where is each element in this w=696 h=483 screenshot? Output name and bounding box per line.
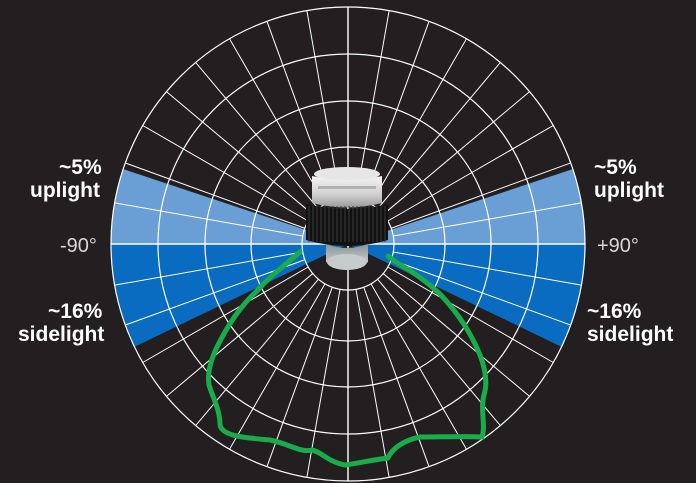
grid-spoke (114, 202, 303, 237)
grid-spoke (355, 289, 390, 478)
grid-spoke (195, 62, 319, 210)
grid-spoke (387, 125, 554, 222)
sidelight-word-right: sidelight (587, 323, 674, 346)
sidelight-zone-right (348, 244, 585, 361)
grid-spoke (166, 273, 314, 397)
grid-spoke (393, 202, 582, 237)
uplight-word-right: uplight (594, 179, 664, 202)
grid-spoke (393, 251, 582, 286)
uplight-label-right: ~5% uplight (594, 156, 664, 202)
sidelight-label-right: ~16% sidelight (587, 300, 673, 346)
grid-spoke (266, 287, 333, 467)
grid-spoke (391, 162, 571, 229)
grid-spoke (387, 266, 554, 363)
grid-spoke (142, 266, 309, 363)
uplight-label-left: ~5% uplight (30, 156, 102, 202)
grid-spoke (377, 278, 501, 426)
grid-spoke (229, 283, 326, 450)
grid-spoke (382, 91, 530, 215)
grid-spoke (142, 125, 309, 222)
grid-spoke (370, 283, 467, 450)
uplight-zone-right (348, 163, 585, 244)
sidelight-percent-right: ~16% (587, 300, 642, 323)
grid-spoke (382, 273, 530, 397)
sidelight-word-left: sidelight (18, 323, 105, 346)
grid-spoke (114, 251, 303, 286)
grid-spoke (377, 62, 501, 210)
uplight-percent-left: ~5% (59, 156, 102, 179)
sidelight-percent-left: ~16% (48, 300, 103, 323)
uplight-zone-left (111, 163, 348, 244)
grid-spoke (391, 259, 571, 326)
grid-spoke (306, 10, 341, 199)
light-distribution-curve (206, 249, 489, 468)
sidelight-label-left: ~16% sidelight (18, 300, 104, 346)
grid-spoke (370, 38, 467, 205)
grid-spoke (306, 289, 341, 478)
angle-label-left: -90° (60, 235, 97, 257)
grid-spoke (166, 91, 314, 215)
uplight-word-left: uplight (30, 179, 100, 202)
uplight-percent-right: ~5% (594, 156, 637, 179)
led-high-bay-light-fixture-icon (306, 167, 388, 270)
grid-spoke (125, 162, 305, 229)
sidelight-zone-left (111, 244, 348, 361)
grid-spoke (229, 38, 326, 205)
grid-spoke (355, 10, 390, 199)
angle-label-right: +90° (597, 235, 639, 257)
